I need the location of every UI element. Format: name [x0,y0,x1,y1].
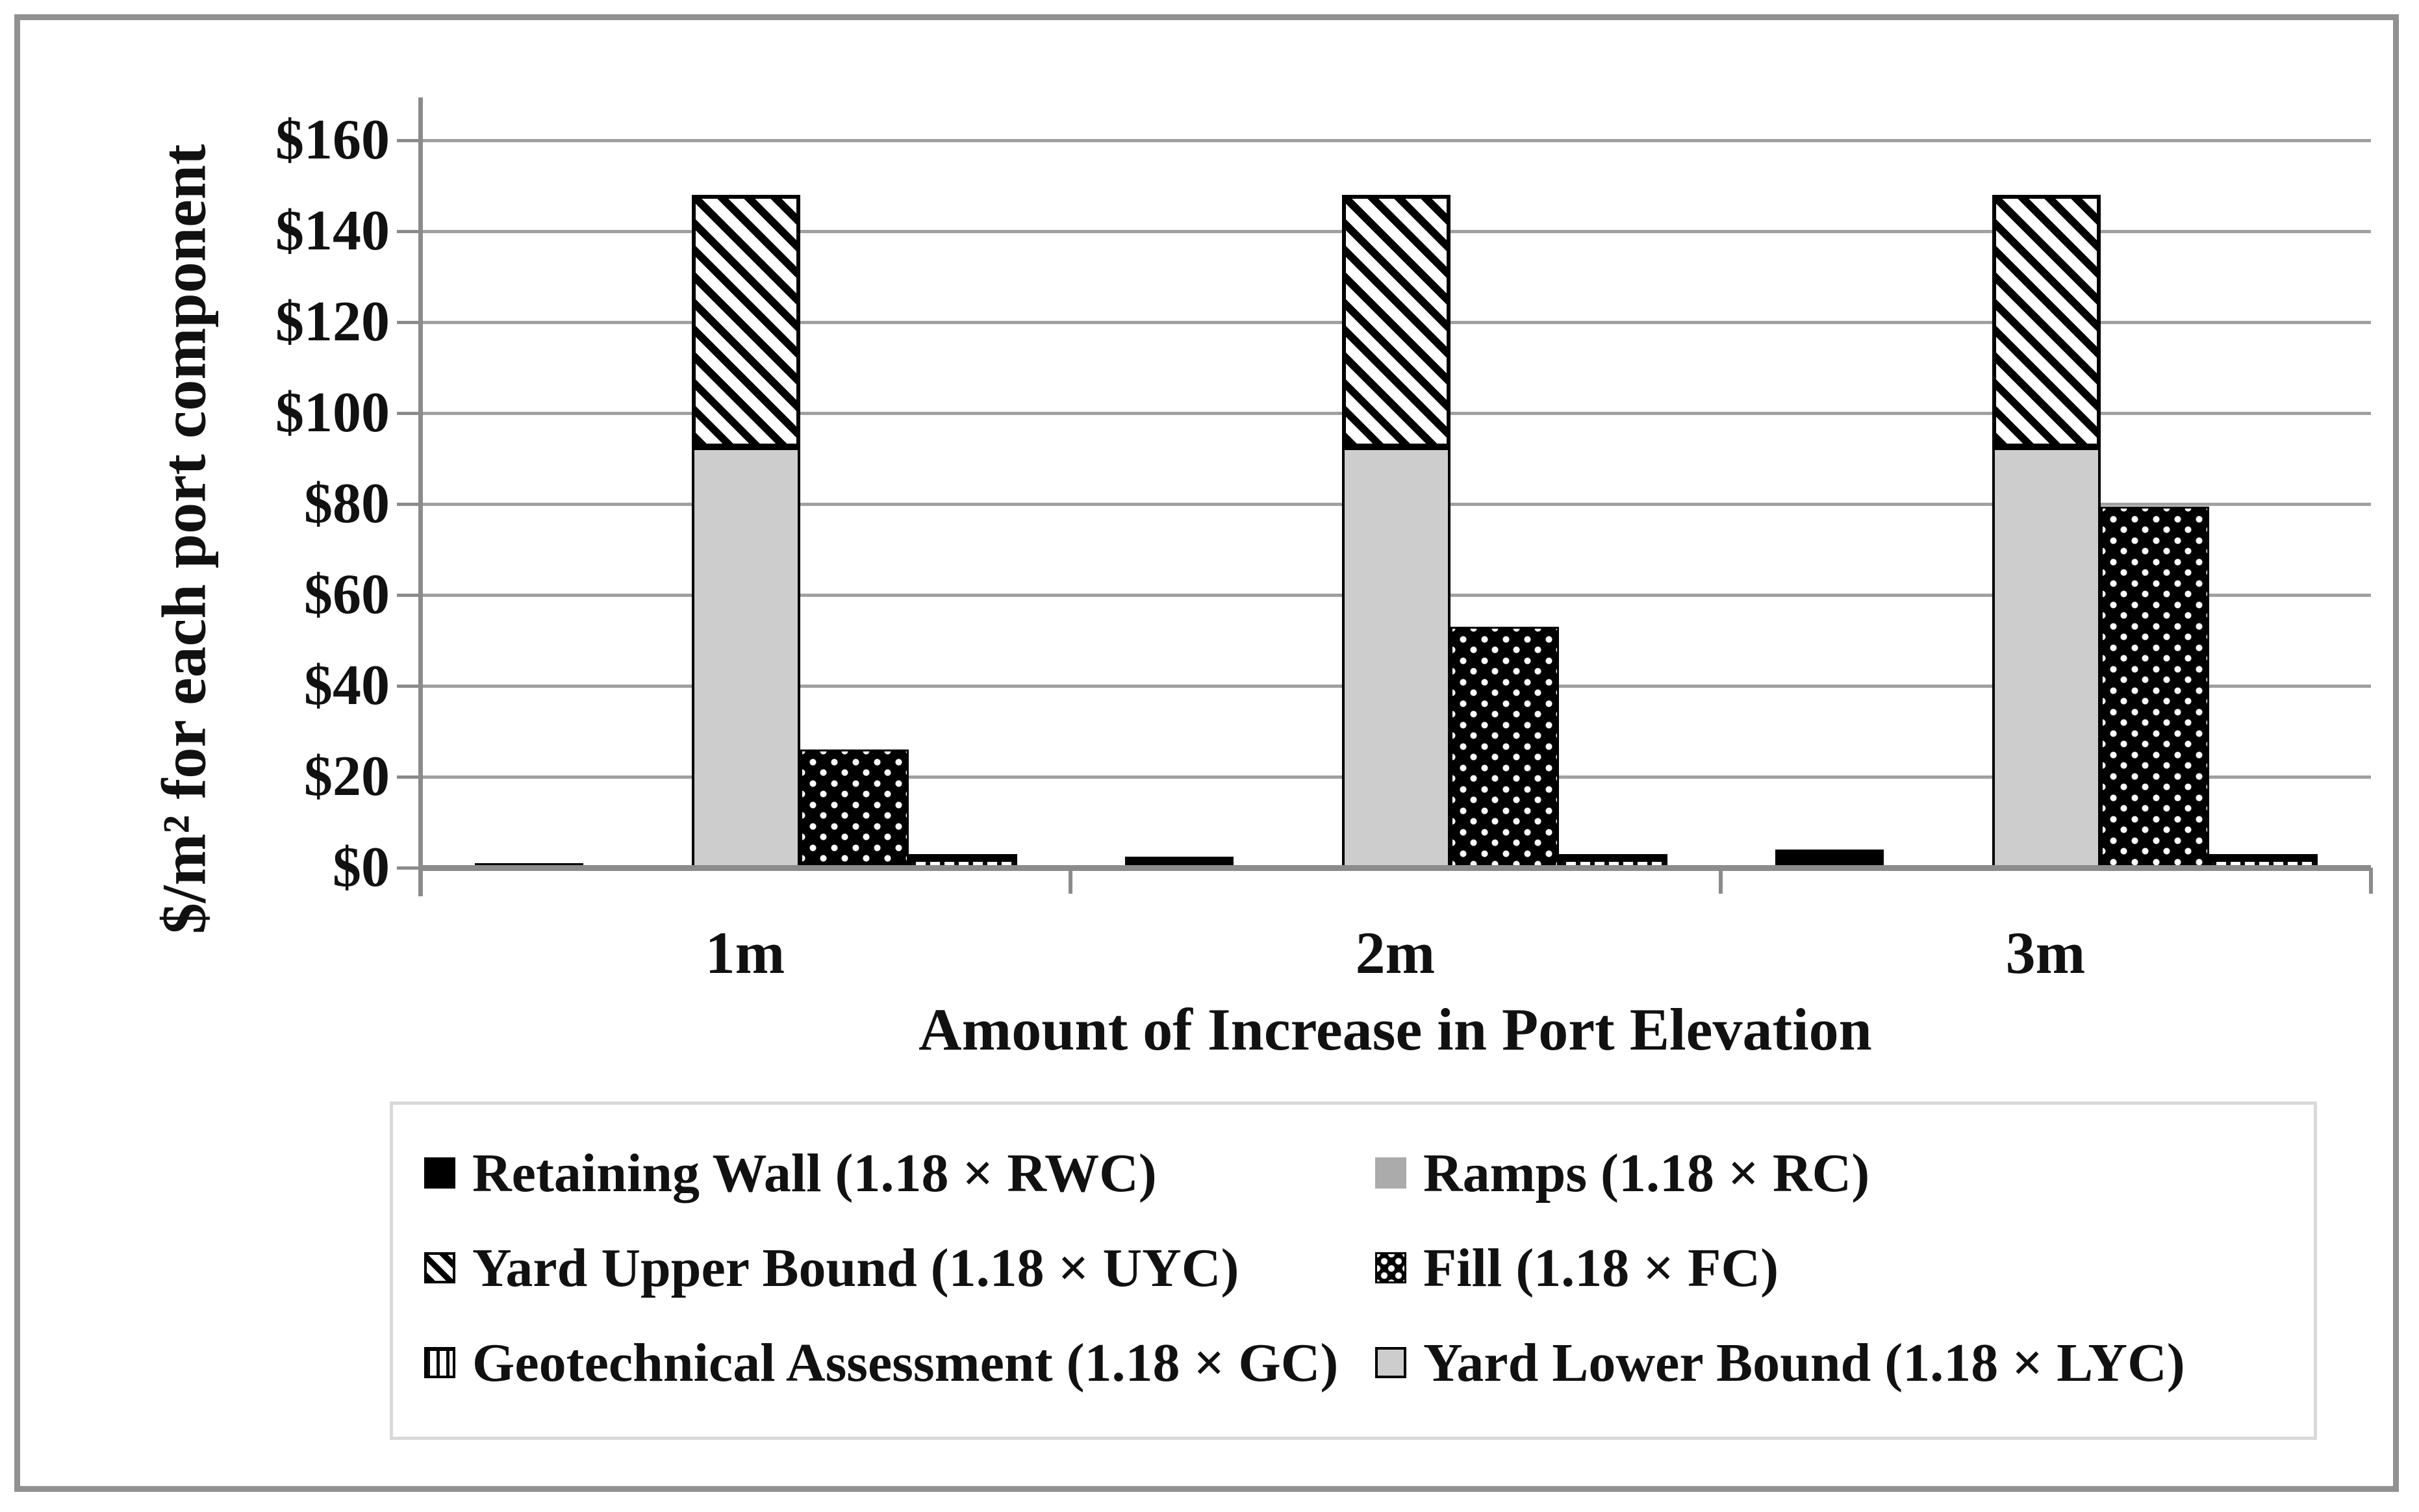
bar-yard-lower-bound-3m [1992,447,2101,868]
y-tick-mark [397,230,420,233]
retaining-wall-swatch [424,1157,455,1189]
legend-item-yard-upper-bound: Yard Upper Bound (1.18 × UYC) [424,1220,1338,1315]
fill-swatch [1375,1252,1406,1283]
legend-label: Geotechnical Assessment (1.18 × GC) [472,1332,1339,1393]
legend-item-fill: Fill (1.18 × FC) [1375,1220,2185,1315]
y-tick-mark [397,139,420,142]
y-tick-label: $140 [275,199,390,262]
legend-item-retaining-wall: Retaining Wall (1.18 × RWC) [424,1126,1338,1220]
legend-label: Fill (1.18 × FC) [1423,1237,1779,1298]
bar-yard-lower-bound-1m [692,447,800,868]
y-tick-mark [397,685,420,688]
bar-yard-lower-bound-2m [1342,447,1450,868]
legend-item-geotechnical-assessment: Geotechnical Assessment (1.18 × GC) [424,1315,1338,1410]
bar-geotechnical-assessment-3m [2209,854,2318,868]
y-tick-mark [397,503,420,506]
y-tick-mark [397,321,420,324]
x-category-label: 1m [705,920,785,986]
y-tick-label: $0 [333,836,390,899]
bar-fill-2m [1450,627,1559,868]
y-tick-mark [397,775,420,779]
y-tick-label: $160 [275,108,390,171]
x-category-label: 2m [1355,920,1436,986]
x-axis-line [420,865,2371,871]
bar-yard-upper-bound-2m [1342,195,1450,447]
y-tick-label: $120 [275,290,390,353]
legend-column-left: Retaining Wall (1.18 × RWC) Yard Upper B… [424,1126,1338,1410]
bar-yard-upper-bound-1m [692,195,800,447]
ramps-swatch [1375,1157,1406,1189]
bar-yard-upper-bound-3m [1992,195,2101,447]
yard-upper-bound-swatch [424,1252,455,1283]
legend-column-right: Ramps (1.18 × RC) Fill (1.18 × FC) Yard … [1375,1126,2185,1410]
x-tick-mark [1069,868,1072,894]
x-tick-mark [1719,868,1723,894]
y-tick-mark [397,866,420,870]
legend-item-ramps: Ramps (1.18 × RC) [1375,1126,2185,1220]
legend-label: Yard Upper Bound (1.18 × UYC) [472,1237,1239,1298]
legend-item-yard-lower-bound: Yard Lower Bound (1.18 × LYC) [1375,1315,2185,1410]
x-axis-title: Amount of Increase in Port Elevation [918,996,1872,1063]
x-category-label: 3m [2005,920,2086,986]
legend-box: Retaining Wall (1.18 × RWC) Yard Upper B… [390,1102,2317,1440]
y-axis-line [418,97,423,896]
y-tick-label: $100 [275,381,390,444]
y-tick-label: $20 [304,745,390,808]
legend-label: Retaining Wall (1.18 × RWC) [472,1142,1157,1203]
y-tick-label: $40 [304,654,390,717]
gridline [420,139,2371,142]
y-tick-label: $80 [304,472,390,535]
bar-retaining-wall-2m [1125,856,1234,868]
x-tick-mark [2369,868,2373,894]
y-tick-label: $60 [304,563,390,626]
bar-fill-1m [800,750,909,868]
y-tick-mark [397,412,420,415]
yard-lower-bound-swatch [1375,1347,1406,1378]
geotechnical-assessment-swatch [424,1347,455,1378]
legend-label: Yard Lower Bound (1.18 × LYC) [1423,1332,2185,1393]
y-tick-mark [397,594,420,597]
bar-retaining-wall-3m [1775,850,1884,868]
legend-label: Ramps (1.18 × RC) [1423,1142,1870,1203]
figure-border [14,14,2399,1492]
bar-fill-3m [2101,506,2209,868]
